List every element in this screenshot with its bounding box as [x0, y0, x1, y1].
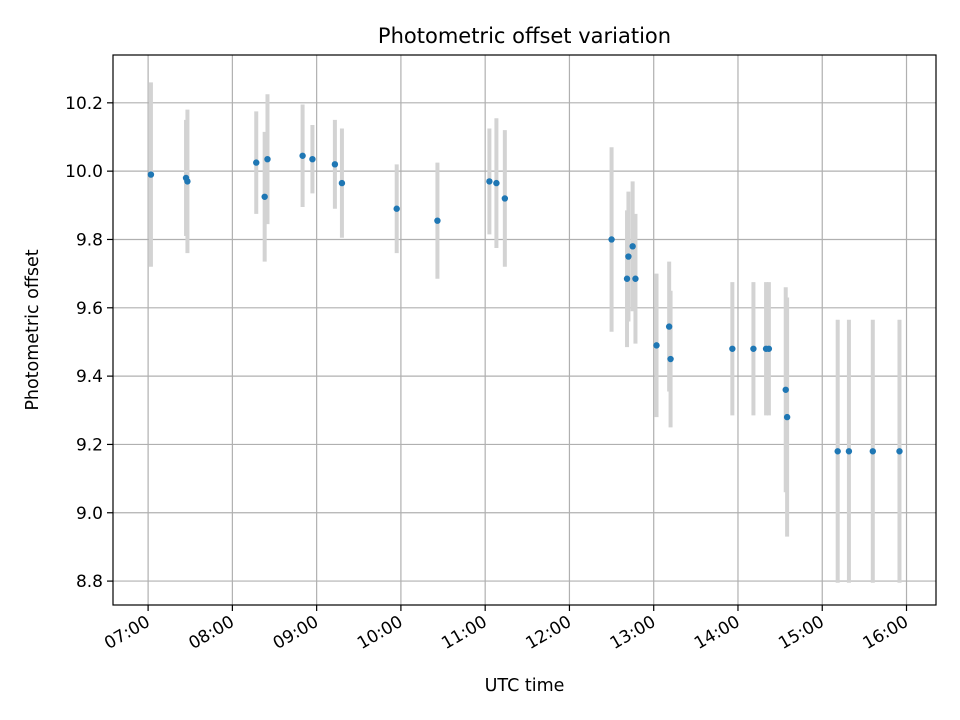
- data-point: [393, 205, 400, 212]
- data-point: [184, 178, 191, 185]
- data-point: [845, 448, 853, 455]
- data-point: [834, 448, 841, 455]
- data-point: [501, 195, 509, 202]
- plot-frame: [112, 54, 937, 606]
- data-point: [729, 345, 736, 352]
- data-point: [623, 275, 631, 282]
- data-point: [253, 159, 260, 166]
- data-point: [750, 345, 757, 352]
- data-point: [629, 243, 636, 250]
- chart-title: Photometric offset variation: [378, 24, 671, 48]
- data-point: [331, 161, 339, 168]
- y-tick-label: 9.0: [76, 504, 103, 524]
- data-point: [434, 217, 441, 224]
- y-tick-label: 10.2: [65, 94, 103, 114]
- data-point: [486, 178, 493, 185]
- y-tick-label: 9.6: [76, 299, 103, 319]
- y-tick-label: 9.2: [76, 435, 103, 455]
- data-point: [869, 448, 877, 455]
- data-point: [783, 413, 791, 421]
- data-point: [765, 345, 773, 352]
- data-point: [493, 179, 500, 187]
- data-point: [653, 342, 660, 349]
- data-point: [264, 155, 271, 163]
- data-point: [261, 193, 268, 200]
- x-axis-title: UTC time: [485, 676, 565, 696]
- y-axis: 8.8 9.0 9.2 9.4 9.6 9.8 10.0 10.2: [65, 94, 113, 592]
- data-point: [896, 448, 903, 455]
- data-points: [147, 152, 903, 455]
- y-axis-title: Photometric offset: [23, 249, 43, 410]
- data-point: [147, 171, 155, 178]
- data-point: [299, 152, 306, 159]
- y-tick-label: 10.0: [65, 162, 103, 182]
- data-point: [665, 323, 673, 330]
- grid: [113, 55, 936, 605]
- data-point: [309, 155, 316, 163]
- data-point: [782, 386, 789, 393]
- data-point: [632, 275, 639, 282]
- data-point: [625, 253, 632, 260]
- data-point: [338, 179, 346, 187]
- data-point: [667, 355, 674, 363]
- y-tick-label: 8.8: [76, 572, 103, 592]
- y-tick-label: 9.4: [76, 367, 103, 387]
- data-point: [608, 236, 615, 243]
- y-tick-label: 9.8: [76, 230, 103, 250]
